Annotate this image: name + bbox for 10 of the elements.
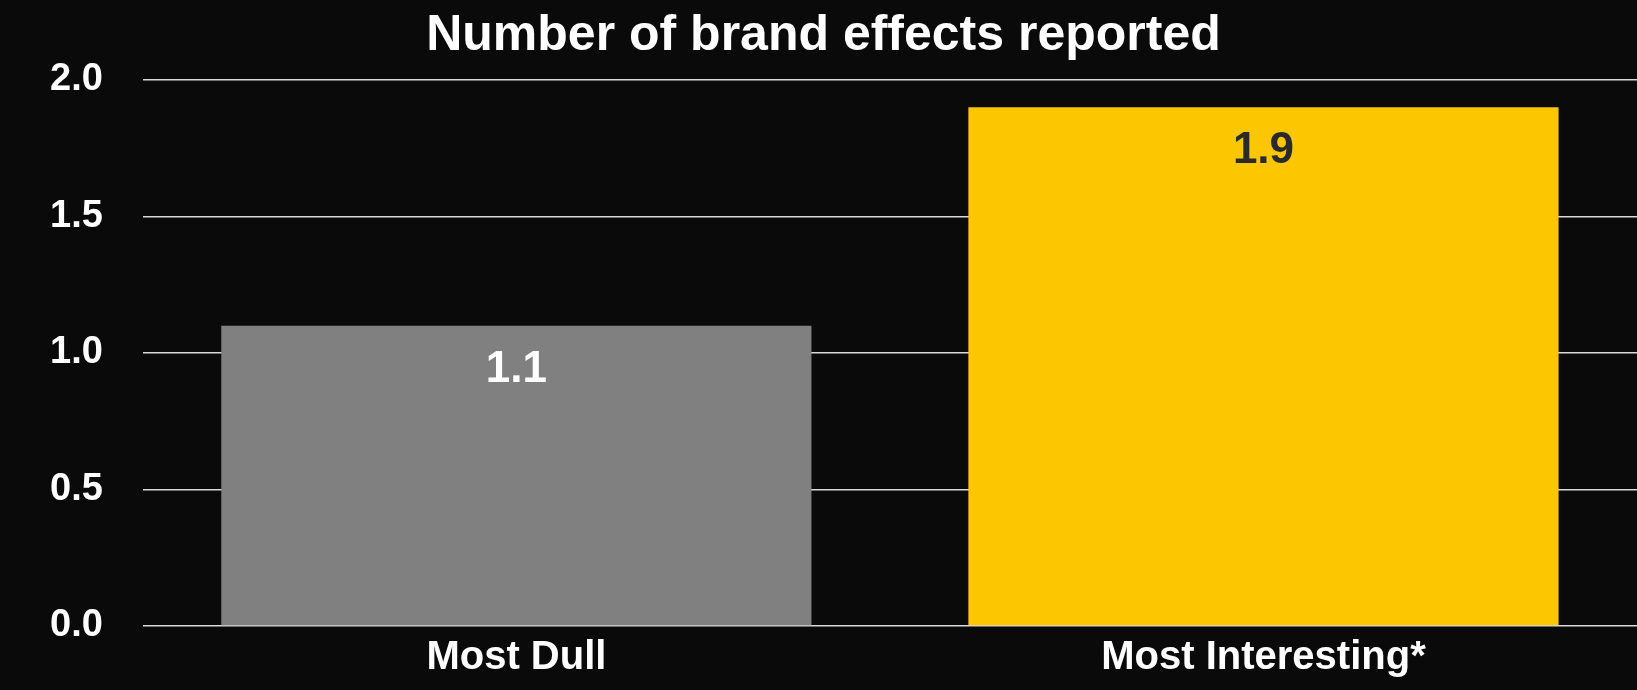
y-tick-label: 0.0 bbox=[50, 602, 103, 645]
x-tick-label: Most Interesting* bbox=[1101, 633, 1427, 678]
y-tick-label: 0.5 bbox=[50, 465, 103, 508]
data-label: 1.9 bbox=[1232, 123, 1295, 173]
y-tick-label: 1.5 bbox=[50, 192, 103, 235]
y-tick-label: 2.0 bbox=[50, 56, 103, 99]
chart-title: Number of brand effects reported bbox=[426, 4, 1221, 61]
y-tick-label: 1.0 bbox=[50, 329, 103, 372]
x-tick-label: Most Dull bbox=[426, 633, 607, 678]
data-label: 1.1 bbox=[485, 341, 547, 391]
